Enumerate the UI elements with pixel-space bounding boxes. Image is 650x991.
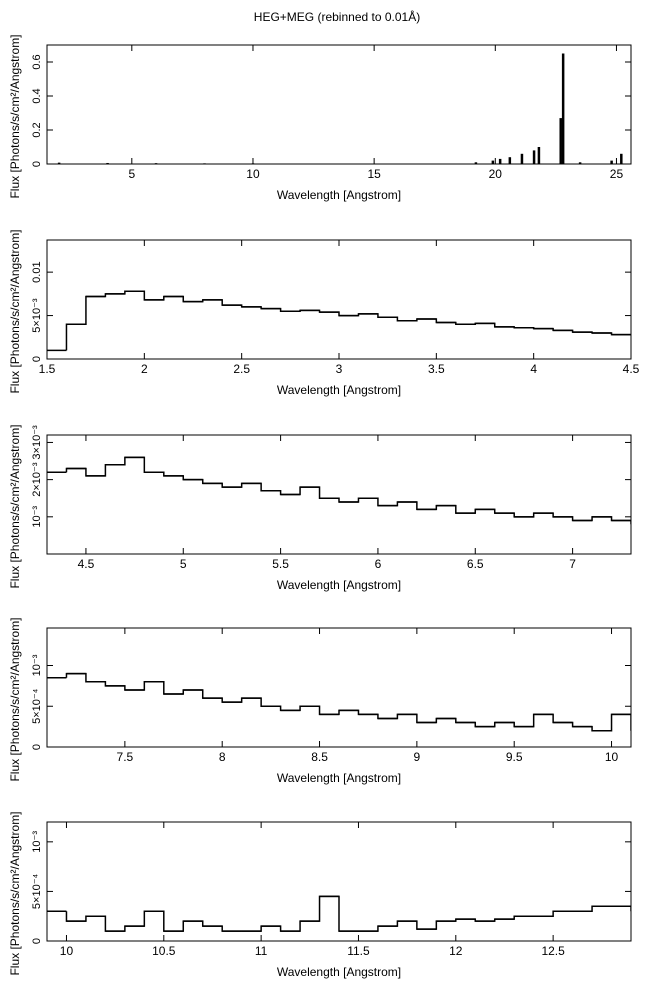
y-tick-label: 0.2 <box>31 122 43 137</box>
figure-title: HEG+MEG (rebinned to 0.01Å) <box>254 9 420 24</box>
y-tick-label: 0.4 <box>31 88 43 103</box>
x-axis-label: Wavelength [Angstrom] <box>277 578 401 592</box>
plot-area <box>47 895 631 932</box>
x-tick-label: 10 <box>605 750 619 764</box>
x-tick-label: 4 <box>530 362 537 376</box>
x-tick-label: 10 <box>246 167 260 181</box>
y-tick-label: 0 <box>31 744 43 750</box>
plot-area <box>47 290 631 352</box>
step-connector <box>65 290 631 351</box>
y-tick-label: 10⁻³ <box>31 831 43 853</box>
x-axis-label: Wavelength [Angstrom] <box>277 965 401 979</box>
y-tick-label: 2×10⁻³ <box>31 462 43 497</box>
y-axis-label: Flux [Photons/s/cm²/Angstrom] <box>8 617 22 781</box>
panel: 1.5 2 2.5 3 3.5 4 4.5 0 5×10⁻³ 0.01 Wavelength [An… <box>8 229 640 397</box>
step-connector <box>65 895 631 932</box>
y-tick-label: 5×10⁻⁴ <box>31 688 43 724</box>
x-tick-label: 8.5 <box>311 750 328 764</box>
y-axis-label: Flux [Photons/s/cm²/Angstrom] <box>8 811 22 975</box>
y-tick-label: 0.6 <box>31 54 43 69</box>
panel: 5 10 15 20 25 0 0.2 0.4 0.6 Wavelength [Angstrom]… <box>8 34 632 202</box>
x-tick-label: 5 <box>128 167 135 181</box>
x-axis-label: Wavelength [Angstrom] <box>277 771 401 785</box>
x-tick-label: 9.5 <box>506 750 523 764</box>
x-tick-label: 5 <box>180 557 187 571</box>
y-axis-label: Flux [Photons/s/cm²/Angstrom] <box>8 229 22 393</box>
y-tick-label: 0 <box>31 356 43 362</box>
plot-area <box>47 672 631 732</box>
plot-frame <box>46 627 632 748</box>
x-tick-label: 11 <box>255 944 268 958</box>
step-connector <box>65 672 631 732</box>
x-tick-label: 7 <box>569 557 576 571</box>
plot-area <box>57 53 623 164</box>
y-tick-label: 5×10⁻³ <box>31 298 43 333</box>
y-axis-label: Flux [Photons/s/cm²/Angstrom] <box>8 424 22 588</box>
x-tick-label: 25 <box>610 167 624 181</box>
x-tick-label: 20 <box>489 167 503 181</box>
plot-frame <box>46 44 632 165</box>
panel: 10 10.5 11 11.5 12 12.5 0 5×10⁻⁴ 10⁻³ Wavelength … <box>8 811 632 979</box>
x-tick-label: 3 <box>336 362 343 376</box>
x-tick-label: 9 <box>414 750 421 764</box>
x-tick-label: 6.5 <box>467 557 484 571</box>
x-tick-label: 12 <box>449 944 463 958</box>
panel: 7.5 8 8.5 9 9.5 10 0 5×10⁻⁴ 10⁻³ Wavelength [Angs… <box>8 617 632 785</box>
x-axis-label: Wavelength [Angstrom] <box>277 383 401 397</box>
y-tick-label: 0 <box>31 161 43 167</box>
x-tick-label: 8 <box>219 750 226 764</box>
x-tick-label: 10.5 <box>152 944 176 958</box>
x-tick-label: 3.5 <box>428 362 445 376</box>
x-tick-label: 5.5 <box>272 557 289 571</box>
x-tick-label: 12.5 <box>541 944 565 958</box>
x-tick-label: 4.5 <box>623 362 640 376</box>
plot-area <box>47 456 631 525</box>
plot-frame <box>46 434 632 555</box>
x-tick-label: 11.5 <box>347 944 370 958</box>
y-tick-label: 3×10⁻³ <box>31 425 43 460</box>
plot-frame <box>46 821 632 942</box>
x-tick-label: 10 <box>60 944 74 958</box>
plot-frame <box>46 239 632 360</box>
x-tick-label: 6 <box>375 557 382 571</box>
x-tick-label: 2.5 <box>233 362 250 376</box>
x-tick-label: 7.5 <box>117 750 134 764</box>
panel: 4.5 5 5.5 6 6.5 7 10⁻³ 2×10⁻³ 3×10⁻³ Wavelength [… <box>8 424 632 592</box>
y-tick-label: 0.01 <box>31 261 43 282</box>
x-tick-label: 1.5 <box>39 362 56 376</box>
step-connector <box>65 456 631 525</box>
x-tick-label: 4.5 <box>78 557 95 571</box>
x-tick-label: 2 <box>141 362 148 376</box>
y-tick-label: 0 <box>31 938 43 944</box>
y-tick-label: 5×10⁻⁴ <box>31 873 43 909</box>
x-tick-label: 15 <box>367 167 381 181</box>
x-axis-label: Wavelength [Angstrom] <box>277 188 401 202</box>
y-axis-label: Flux [Photons/s/cm²/Angstrom] <box>8 34 22 198</box>
y-tick-label: 10⁻³ <box>31 654 43 676</box>
y-tick-label: 10⁻³ <box>31 506 43 528</box>
